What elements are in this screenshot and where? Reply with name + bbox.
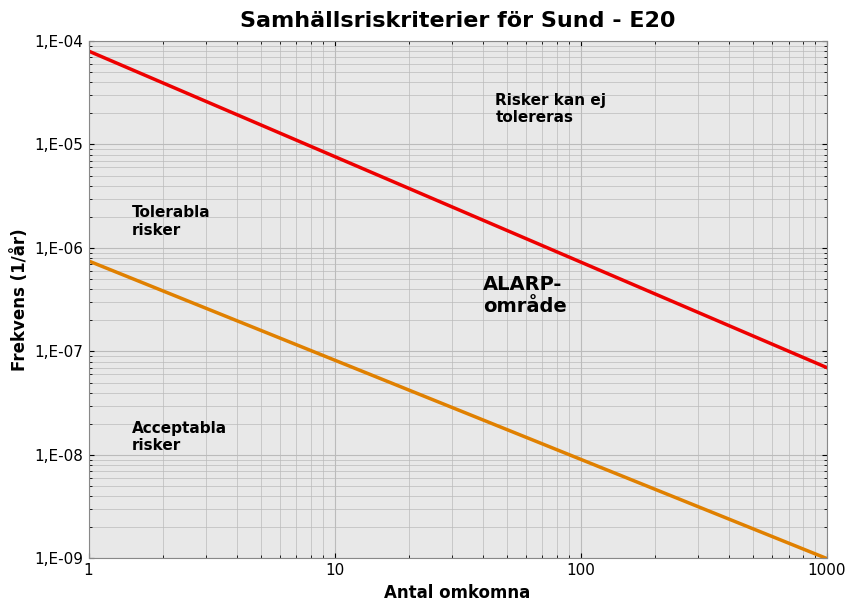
X-axis label: Antal omkomna: Antal omkomna (385, 584, 530, 602)
Text: Tolerabla
risker: Tolerabla risker (132, 205, 211, 238)
Text: Risker kan ej
tolereras: Risker kan ej tolereras (495, 93, 606, 125)
Text: ALARP-
område: ALARP- område (482, 275, 566, 316)
Y-axis label: Frekvens (1/år): Frekvens (1/år) (11, 229, 29, 371)
Text: Acceptabla
risker: Acceptabla risker (132, 421, 227, 453)
Title: Samhällsriskriterier för Sund - E20: Samhällsriskriterier för Sund - E20 (240, 11, 675, 31)
